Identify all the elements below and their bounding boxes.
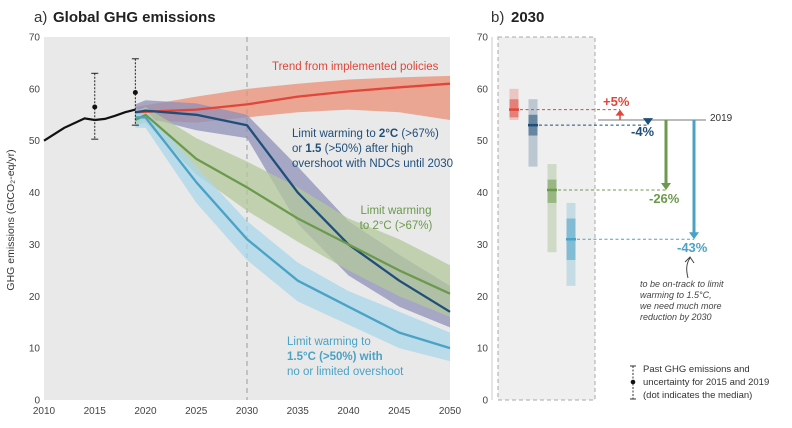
change-label-two-c: -26% bbox=[649, 191, 680, 206]
legend-line: Past GHG emissions and bbox=[643, 364, 750, 375]
ndc-annotation-part: (>50%) after high bbox=[321, 143, 413, 155]
y-tick-label: 60 bbox=[29, 84, 41, 95]
policies-scenario-line bbox=[135, 82, 451, 114]
x-tick-label: 2050 bbox=[439, 406, 462, 417]
two_c-scenario-line bbox=[134, 113, 451, 295]
ndc-annotation-part: (>67%) bbox=[398, 128, 439, 140]
two_c-range-outer bbox=[547, 164, 557, 253]
b-y-tick-label: 10 bbox=[477, 344, 489, 355]
uncertainty-legend: Past GHG emissions and uncertainty for 2… bbox=[630, 364, 769, 401]
note-line: we need much more bbox=[640, 301, 722, 311]
note-line: reduction by 2030 bbox=[640, 312, 712, 322]
one_five_c-arrowhead-icon bbox=[689, 232, 699, 240]
legend-line: (dot indicates the median) bbox=[643, 390, 752, 401]
one-five-annotation-line2: 1.5°C (>50%) with bbox=[287, 351, 383, 363]
one-five-annotation-line3: no or limited overshoot bbox=[287, 366, 404, 378]
scenario-lines bbox=[134, 82, 451, 350]
panel-b-plot: 0 10 20 30 40 50 60 70 2019 +5% -4% -26% -43% t… bbox=[477, 33, 769, 407]
one_five_c-scenario-line bbox=[135, 116, 451, 350]
y-tick-label: 40 bbox=[29, 188, 41, 199]
panel-b-y-ticks: 0 10 20 30 40 50 60 70 bbox=[477, 33, 489, 407]
y-tick-label: 50 bbox=[29, 136, 41, 147]
x-tick-label: 2045 bbox=[388, 406, 411, 417]
two_c-range-inner bbox=[547, 179, 557, 203]
ndc-annotation-part: overshoot with NDCs until 2030 bbox=[292, 158, 453, 170]
handwritten-note: to be on-track to limit warming to 1.5°C… bbox=[640, 279, 724, 322]
policies-range-inner bbox=[509, 99, 519, 118]
two-c-annotation: Limit warming to 2°C (>67%) bbox=[360, 205, 433, 232]
reference-year-label: 2019 bbox=[710, 113, 733, 124]
note-line: warming to 1.5°C, bbox=[640, 290, 712, 300]
legend-line: uncertainty for 2015 and 2019 bbox=[643, 377, 769, 388]
two-c-annotation-line1: Limit warming bbox=[361, 205, 432, 217]
b-y-tick-label: 30 bbox=[477, 240, 489, 251]
y-tick-label: 30 bbox=[29, 240, 41, 251]
ndc-annotation-line3: overshoot with NDCs until 2030 bbox=[292, 158, 453, 170]
one-five-annotation: Limit warming to 1.5°C (>50%) with no or… bbox=[287, 336, 404, 378]
note-arrow-icon bbox=[684, 256, 695, 279]
median-dot bbox=[92, 104, 98, 110]
b-y-tick-label: 60 bbox=[477, 84, 489, 95]
y-axis-label: GHG emissions (GtCO₂-eq/yr) bbox=[5, 149, 17, 290]
x-tick-label: 2030 bbox=[236, 406, 259, 417]
ndc-annotation: Limit warming to 2°C (>67%) or 1.5 (>50%… bbox=[292, 128, 453, 170]
b-y-tick-label: 0 bbox=[482, 396, 488, 407]
x-tick-label: 2010 bbox=[33, 406, 56, 417]
panel-b-title: 2030 bbox=[511, 9, 544, 26]
ndc-annotation-line1: Limit warming to 2°C (>67%) bbox=[292, 128, 439, 140]
panel-a-letter: a) bbox=[34, 9, 47, 26]
b-y-tick-label: 70 bbox=[477, 33, 489, 44]
x-tick-label: 2015 bbox=[84, 406, 107, 417]
ndc-annotation-part: or bbox=[292, 143, 305, 155]
y-tick-label: 20 bbox=[29, 292, 41, 303]
b-y-tick-label: 40 bbox=[477, 188, 489, 199]
policies-arrowhead-icon bbox=[615, 109, 625, 116]
two-c-annotation-line2: to 2°C (>67%) bbox=[360, 220, 433, 232]
legend-median-dot-icon bbox=[630, 379, 636, 385]
panel-b-letter: b) bbox=[491, 9, 504, 26]
x-tick-label: 2020 bbox=[134, 406, 157, 417]
panel-a-title: Global GHG emissions bbox=[53, 9, 216, 26]
two_c-uncertainty-band bbox=[135, 107, 450, 317]
change-label-ndc: -4% bbox=[631, 124, 655, 139]
x-tick-label: 2025 bbox=[185, 406, 208, 417]
y-tick-label: 0 bbox=[34, 396, 40, 407]
y-tick-label: 70 bbox=[29, 33, 41, 44]
b-y-tick-label: 50 bbox=[477, 136, 489, 147]
ndc-annotation-part: 2°C bbox=[379, 128, 398, 140]
panel-b-range-box bbox=[497, 36, 596, 401]
x-tick-label: 2040 bbox=[337, 406, 360, 417]
ndc-annotation-line2: or 1.5 (>50%) after high bbox=[292, 143, 413, 155]
panel-b-change-arrows bbox=[615, 109, 699, 240]
panel-a-x-ticks: 2010 2015 2020 2025 2030 2035 2040 2045 2050 bbox=[33, 406, 462, 417]
y-tick-label: 10 bbox=[29, 344, 41, 355]
ndc-annotation-part: 1.5 bbox=[305, 143, 322, 155]
ndc-scenario-line bbox=[135, 109, 451, 313]
x-tick-label: 2035 bbox=[287, 406, 310, 417]
historical-emissions-line bbox=[43, 108, 136, 142]
panel-b-guide-lines bbox=[520, 109, 706, 240]
median-dot bbox=[132, 89, 138, 95]
change-label-one-five: -43% bbox=[677, 240, 708, 255]
ndc-annotation-part: Limit warming to bbox=[292, 128, 379, 140]
ndc-arrowhead-icon bbox=[643, 118, 653, 126]
b-y-tick-label: 20 bbox=[477, 292, 489, 303]
change-label-policies: +5% bbox=[603, 94, 630, 109]
policies-annotation: Trend from implemented policies bbox=[272, 61, 439, 73]
two_c-arrowhead-icon bbox=[661, 182, 671, 190]
panel-b-ranges bbox=[509, 88, 576, 286]
one-five-annotation-line1: Limit warming to bbox=[287, 336, 371, 348]
uncertainty-markers bbox=[91, 58, 139, 140]
panel-a-y-ticks: 0 10 20 30 40 50 60 70 bbox=[29, 33, 41, 407]
note-line: to be on-track to limit bbox=[640, 279, 724, 289]
y-axis-label-text: GHG emissions (GtCO₂-eq/yr) bbox=[5, 149, 17, 290]
